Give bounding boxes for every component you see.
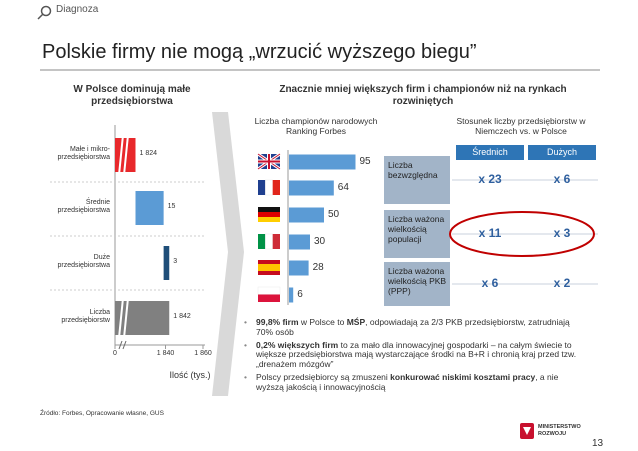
slide-title: Polskie firmy nie mogą „wrzucić wyższego… [42,41,477,63]
bullet-text: to za mało dla innowacyjnej gospodarki –… [256,339,577,370]
bar [289,234,310,250]
value-label: 1 824 [139,150,158,157]
value-label: 1 842 [173,313,191,320]
column-header [528,145,596,160]
bar [289,260,309,276]
y-tick-label: Średnie przedsiębiorstwa [57,199,110,215]
table-value: x 2 [553,276,571,290]
table-value: x 6 [481,276,499,290]
bar [163,246,170,280]
value-label: 64 [337,182,349,193]
bullet-text: Polscy przedsiębiorcy są zmuszeni [256,371,391,382]
table-value: x 11 [478,226,502,240]
bullet-dot: • [244,371,247,382]
table-value: x 23 [478,172,502,186]
column-header-text: Średnich [472,147,508,157]
bullet-text: 99,8% firm [256,317,299,327]
bar [289,207,324,223]
bar [289,287,294,303]
y-tick-label: Małe i mikro-przedsiębiorstwa [57,146,110,162]
value-label: 50 [328,209,340,220]
x-axis-label: Ilość (tys.) [169,370,211,380]
search-icon [37,5,52,20]
left-heading: W Polsce dominują małe przedsiębiorstwa [73,84,191,107]
x-tick-label: 1 860 [194,350,212,357]
value-label: 3 [173,258,178,265]
bullet-list: • 99,8% firm w Polsce to MŚP, odpowiadają… [244,317,584,395]
bullet-text: , odpowiadają za 2/3 PKB przedsiębiorstw… [256,317,570,337]
row-header-text: Liczba bezwzględna [388,160,438,181]
row-band [452,233,598,235]
section-label: Diagnoza [56,4,99,15]
table-value: x 3 [553,226,571,240]
logo-text: MINISTERSTWO ROZWOJU [538,424,581,437]
value-label: 28 [312,262,324,273]
bullet-text: , a nie wyższą jakością i innowacyjności… [256,371,559,392]
bullet-text: konkurować niskimi kosztami pracy [390,371,536,382]
logo-emblem [520,423,534,439]
chevron [212,112,244,396]
y-tick-label: Liczba przedsiębiorstw [61,309,110,325]
row-band [452,283,598,285]
chart-title: Liczba championów narodowych Ranking For… [254,116,378,137]
value-label: 6 [297,289,303,300]
row-header-text: Liczba ważona wielkością PKB (PPP) [388,266,447,297]
bullet-dot: • [244,339,247,350]
bullet: • Polscy przedsiębiorcy są zmuszeni konku… [244,371,584,393]
bullet-dot: • [244,317,247,327]
bullet: • 99,8% firm w Polsce to MŚP, odpowiadają… [244,317,584,338]
row-header-text: Liczba ważona wielkością populacji [388,214,445,245]
x-tick-label: 1 840 [156,350,175,357]
flags [257,152,281,302]
bar-break [118,297,129,339]
bar [289,180,334,196]
bar [289,154,356,170]
page-number: 13 [592,438,604,449]
row-separators [50,181,205,291]
row-header [384,262,450,306]
value-label: 15 [167,203,176,210]
column-header-text: Dużych [546,147,577,157]
axis-break [118,340,127,350]
row-header [384,210,450,258]
bar [135,191,164,225]
bullet-text: 0,2% większych firm [256,339,339,350]
y-tick-label: Duże przedsiębiorstwa [57,254,110,270]
column-header [456,145,524,160]
bar-break [118,134,129,176]
source-note: Źródło: Forbes, Opracowanie własne, GUS [40,410,164,417]
bullet-text: MŚP [346,317,366,327]
x-tick-label: 0 [113,350,117,357]
table-value: x 6 [553,172,571,186]
table-title: Stosunek liczby przedsiębiorstw w Niemcz… [456,116,586,137]
right-heading: Znacznie mniej większych firm i champion… [279,84,567,107]
bullet: • 0,2% większych firm to za mało dla inno… [244,339,584,370]
row-header [384,156,450,204]
row-band [452,179,598,181]
value-label: 30 [314,236,326,247]
highlight-ellipse [449,211,595,257]
bullet-text: w Polsce to [298,317,347,327]
value-label: 95 [359,156,371,167]
